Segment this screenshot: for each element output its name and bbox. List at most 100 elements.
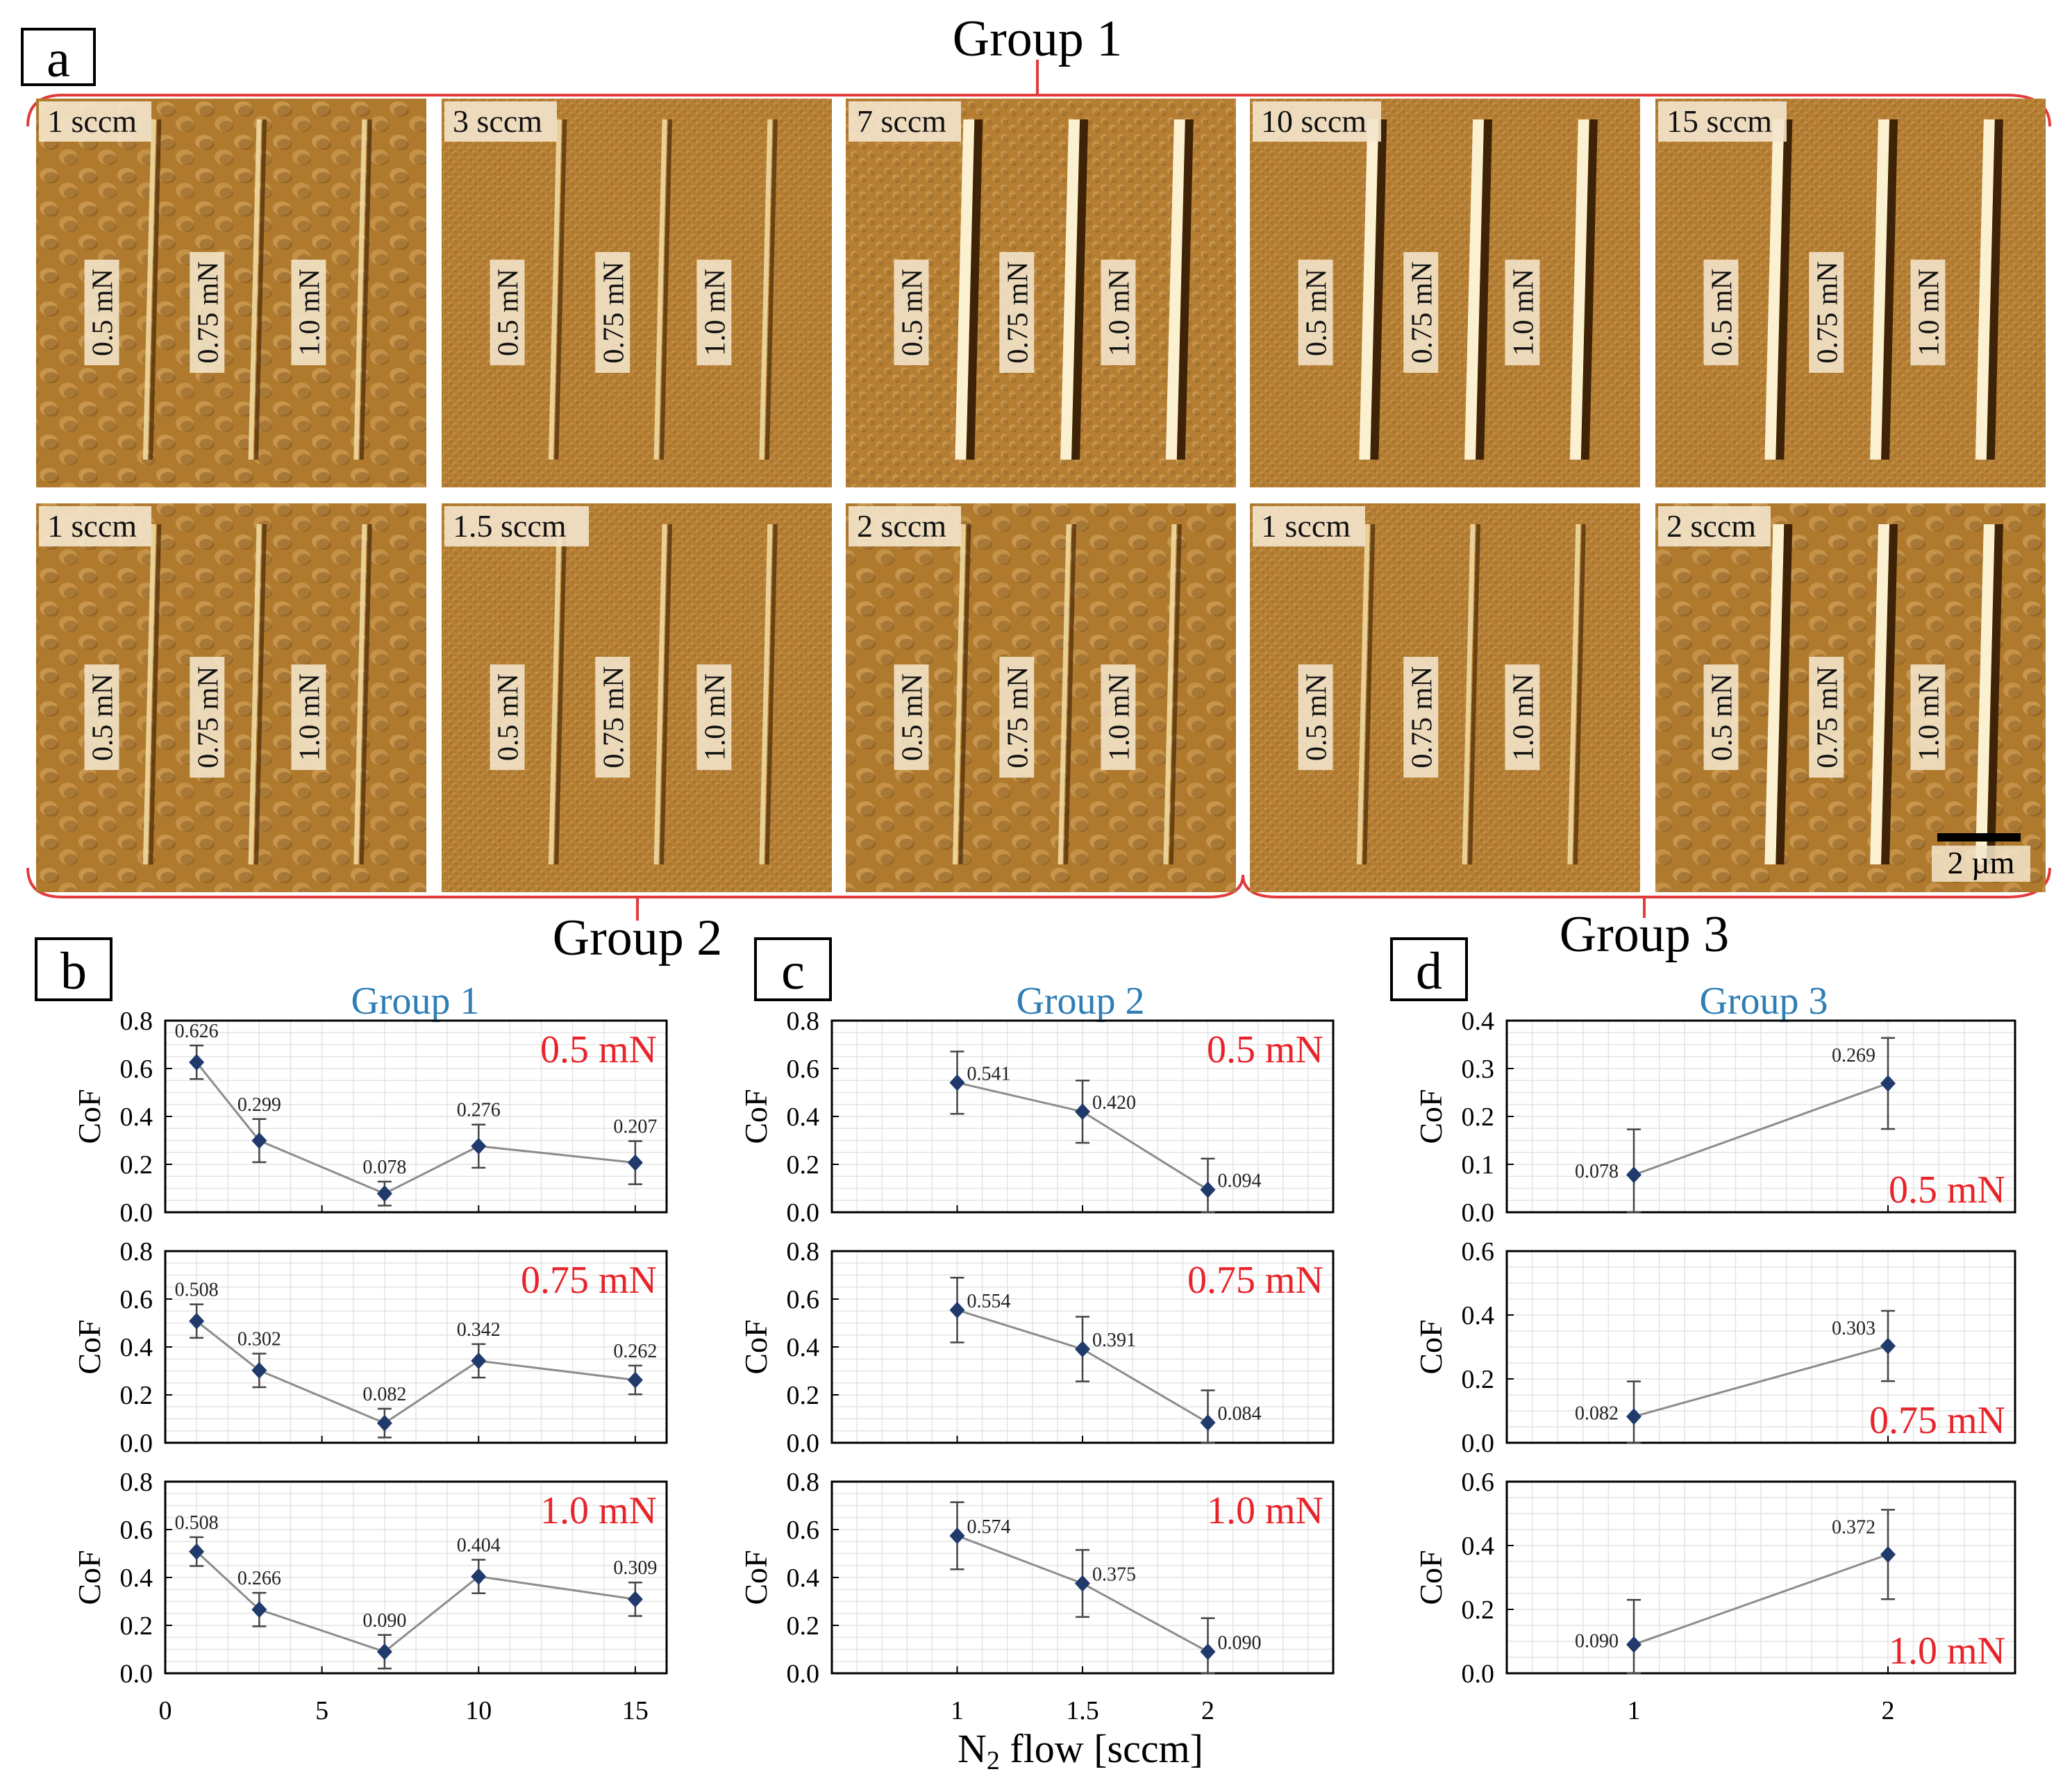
afm-image: 10 sccm 0.5 mN 0.75 mN 1.0 mN [1250,99,1640,487]
afm-flow-label: 2 sccm [1658,506,1771,546]
data-label: 0.299 [237,1094,281,1116]
y-tick-label: 0.6 [787,1516,820,1545]
afm-load-label-text: 0.5 mN [1301,269,1333,356]
afm-flow-label-bg [39,506,151,546]
cof-chart: 0.0 0.2 0.4 0.6 0.8 CoF 0 5 10 15 0.508 0.266 0.090 0… [72,1468,668,1725]
afm-load-label: 1.0 mN [291,260,326,365]
panel-letter-box [35,937,112,1001]
scratch-highlight [142,524,156,865]
afm-load-label: 0.75 mN [1809,252,1844,373]
afm-flow-label-bg [1658,101,1787,142]
load-label: 0.5 mN [1207,1028,1323,1071]
y-tick-label: 0.6 [1462,1468,1495,1497]
afm-image: 1 sccm 0.5 mN 0.75 mN 1.0 mN [36,503,426,892]
afm-load-label-text: 0.75 mN [1406,667,1438,769]
data-label: 0.554 [967,1291,1011,1312]
afm-load-label: 0.5 mN [1703,664,1739,770]
cof-chart: 0.0 0.2 0.4 0.6 0.8 CoF 0.508 0.302 0.082 0.342 0.… [72,1237,668,1458]
data-label: 0.084 [1218,1403,1262,1425]
data-label: 0.082 [1575,1402,1619,1424]
scratch-shadow [660,119,673,460]
data-point-marker [471,1137,487,1155]
scratch-shadow [1776,524,1793,864]
scratch-shadow [1468,524,1481,865]
y-tick-label: 0.4 [1462,1007,1495,1036]
afm-load-label-bg [999,657,1035,778]
afm-load-label: 0.75 mN [999,252,1035,373]
afm-load-label-bg [291,260,326,365]
data-point-marker [1880,1337,1896,1355]
afm-flow-label-text: 1 sccm [1261,508,1351,544]
y-tick-label: 0.4 [120,1103,153,1132]
panel-letter-b: b [35,937,112,1001]
y-tick-label: 0.0 [787,1429,820,1458]
group-3-bracket [1242,867,2051,898]
data-label: 0.375 [1092,1564,1136,1586]
panel-letter-text: d [1416,942,1442,1000]
load-label: 0.5 mN [540,1028,657,1071]
scratch-highlight [653,524,667,865]
afm-flow-label: 2 sccm [849,506,961,546]
data-point-marker [627,1591,643,1608]
afm-load-label-text: 0.75 mN [192,667,224,769]
data-point-marker [627,1154,643,1171]
afm-load-label-bg [490,664,525,770]
data-label: 0.342 [457,1319,501,1341]
afm-load-label-text: 0.75 mN [192,262,224,364]
afm-flow-label-bg [1253,101,1381,142]
afm-flow-label: 1 sccm [39,101,151,142]
afm-load-label-bg [1403,252,1439,373]
data-label: 0.262 [613,1341,657,1362]
data-point-marker [251,1132,267,1149]
afm-flow-label: 1 sccm [39,506,151,546]
afm-load-label-bg [1298,664,1333,770]
y-tick-label: 0.8 [787,1468,820,1497]
load-label: 0.75 mN [1187,1259,1323,1302]
data-label: 0.508 [175,1280,219,1301]
y-tick-label: 0.2 [120,1611,153,1641]
scratch-highlight [1975,524,1995,864]
afm-load-label: 0.5 mN [894,260,929,365]
afm-flow-label-bg [1658,506,1771,546]
x-tick-label: 15 [622,1696,649,1725]
y-tick-label: 0.8 [120,1237,153,1266]
series-line [1633,1345,1889,1418]
y-axis-label: CoF [738,1319,774,1374]
afm-load-label: 1.0 mN [696,664,732,770]
y-tick-label: 0.0 [1462,1198,1495,1228]
data-point-marker [471,1353,487,1370]
data-label: 0.391 [1092,1330,1136,1351]
afm-flow-label: 10 sccm [1253,101,1381,142]
y-tick-label: 0.3 [1462,1055,1495,1084]
scratch-highlight [653,119,667,460]
data-point-marker [1200,1181,1216,1198]
scratch-highlight [1569,119,1589,460]
y-axis-label: CoF [1413,1089,1448,1144]
cof-chart: 0.0 0.1 0.2 0.3 0.4 CoF 0.078 0.269 0.5 mN [1413,1007,2016,1228]
afm-load-label-text: 1.0 mN [294,673,326,761]
scratch-highlight [759,524,773,865]
y-tick-label: 0.6 [120,1055,153,1084]
plot-frame [1505,1480,2016,1675]
scratch-shadow [1580,119,1598,460]
data-point-marker [376,1414,392,1432]
y-tick-label: 0.0 [120,1659,153,1689]
data-point-marker [1075,1103,1090,1121]
y-tick-label: 0.2 [1462,1365,1495,1394]
scratch-highlight [1764,524,1785,864]
data-point-marker [1200,1414,1216,1432]
scratch-highlight [353,524,367,865]
afm-load-label-text: 0.5 mN [1707,269,1739,356]
scratch-highlight [1060,119,1080,460]
scratch-shadow [1064,524,1077,865]
scale-bar-line [1937,833,2021,841]
scratch-shadow [660,524,673,865]
scratch-highlight [759,119,773,460]
y-axis-label: CoF [72,1550,107,1605]
panel-letter-box [754,937,832,1001]
data-label: 0.420 [1092,1092,1136,1114]
y-tick-label: 0.0 [1462,1429,1495,1458]
afm-image: 2 sccm 0.5 mN 0.75 mN 1.0 mN [846,503,1236,892]
afm-load-label-bg [1809,657,1844,778]
data-label: 0.078 [362,1157,406,1178]
